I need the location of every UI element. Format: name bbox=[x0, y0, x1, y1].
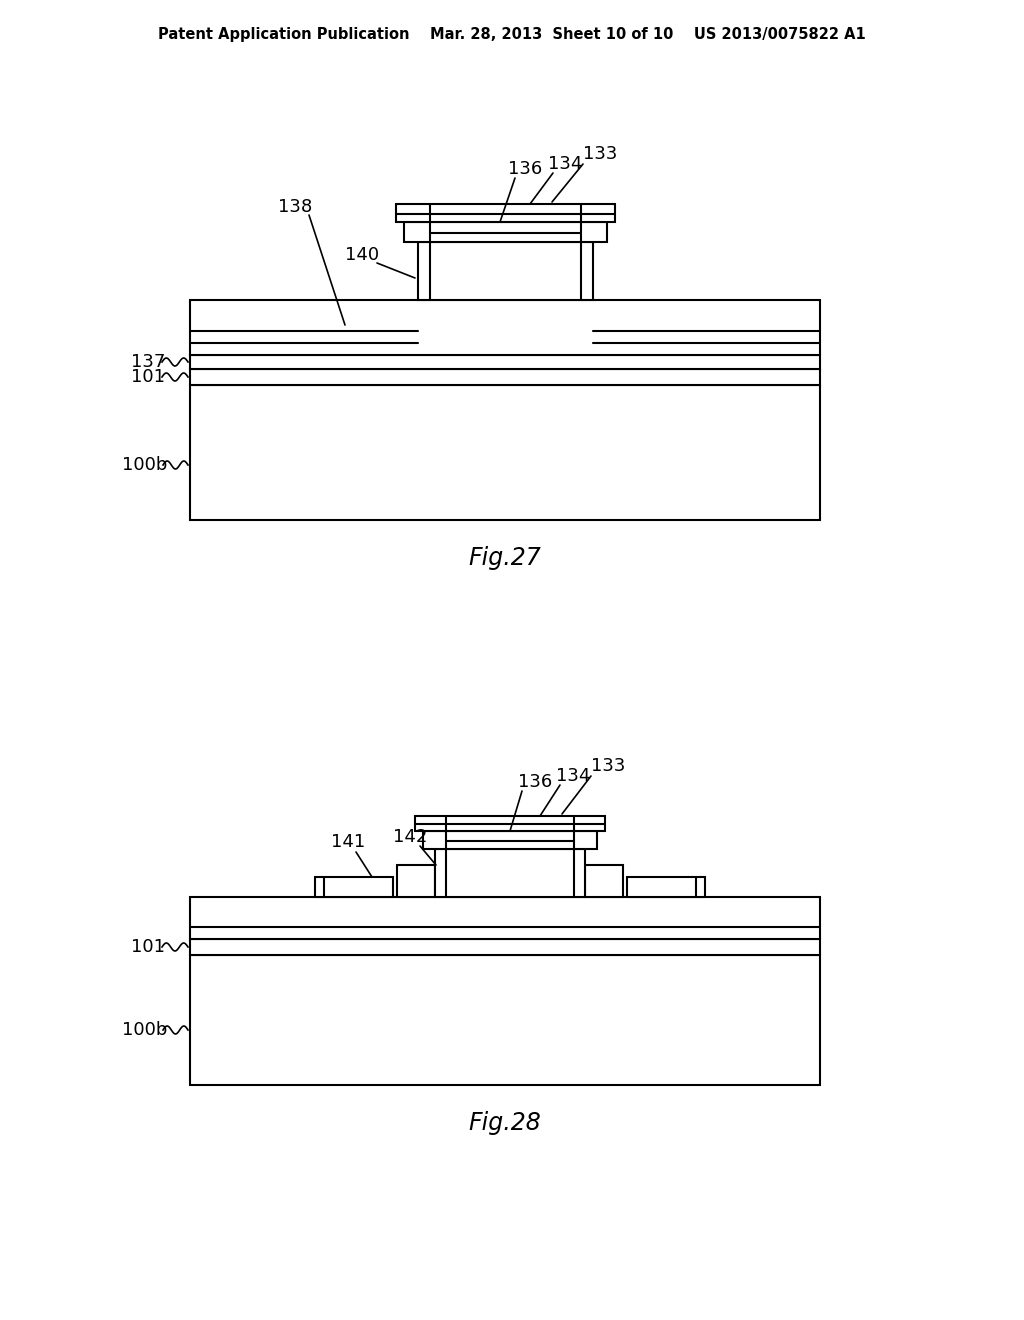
Bar bbox=[435, 849, 585, 898]
Text: 133: 133 bbox=[591, 756, 626, 775]
Text: 136: 136 bbox=[518, 774, 552, 791]
Text: 101: 101 bbox=[131, 368, 165, 385]
Bar bbox=[397, 865, 435, 898]
Text: 137: 137 bbox=[131, 352, 165, 371]
Bar bbox=[190, 939, 820, 954]
Text: 142: 142 bbox=[393, 828, 427, 846]
Text: 140: 140 bbox=[345, 246, 379, 264]
Text: 138: 138 bbox=[278, 198, 312, 216]
Bar bbox=[627, 876, 705, 898]
Bar bbox=[190, 954, 820, 1085]
Bar bbox=[585, 865, 623, 898]
Text: Patent Application Publication    Mar. 28, 2013  Sheet 10 of 10    US 2013/00758: Patent Application Publication Mar. 28, … bbox=[158, 28, 866, 42]
Bar bbox=[415, 816, 605, 832]
Text: 100b: 100b bbox=[122, 1020, 168, 1039]
Text: Fig.28: Fig.28 bbox=[469, 1111, 542, 1135]
Bar bbox=[315, 876, 393, 898]
Bar bbox=[190, 385, 820, 520]
Bar bbox=[418, 242, 593, 300]
Text: 136: 136 bbox=[508, 160, 542, 178]
Text: 133: 133 bbox=[583, 145, 617, 162]
Bar bbox=[423, 832, 597, 849]
Bar bbox=[190, 898, 820, 939]
Bar bbox=[404, 222, 607, 242]
Text: 134: 134 bbox=[548, 154, 583, 173]
Bar bbox=[190, 355, 820, 370]
Bar bbox=[396, 205, 615, 222]
Text: 141: 141 bbox=[331, 833, 366, 851]
Text: 100b: 100b bbox=[122, 455, 168, 474]
Bar bbox=[190, 300, 820, 355]
Text: 101: 101 bbox=[131, 939, 165, 956]
Bar bbox=[190, 370, 820, 385]
Text: Fig.27: Fig.27 bbox=[469, 546, 542, 570]
Text: 134: 134 bbox=[556, 767, 590, 785]
